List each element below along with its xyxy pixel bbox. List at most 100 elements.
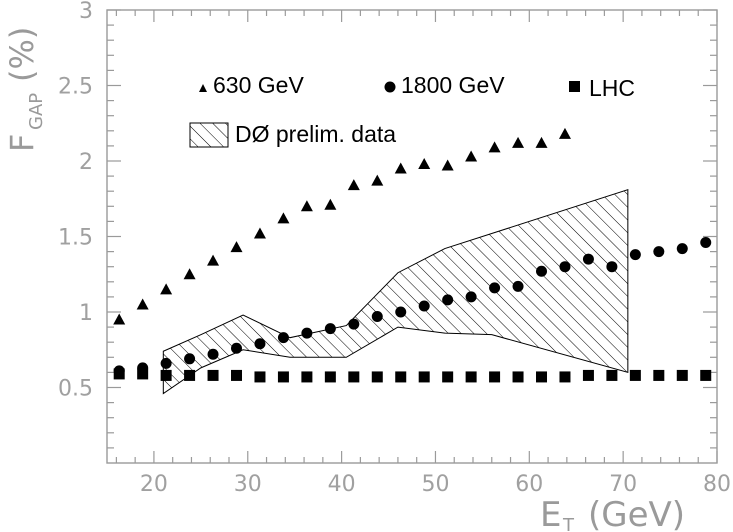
point-lhc bbox=[207, 369, 219, 381]
point-1800gev bbox=[184, 353, 196, 365]
point-1800gev bbox=[536, 265, 548, 277]
point-1800gev bbox=[324, 323, 336, 335]
point-lhc bbox=[348, 371, 360, 383]
point-630gev bbox=[371, 174, 384, 186]
point-lhc bbox=[676, 369, 688, 381]
point-1800gev bbox=[418, 300, 430, 312]
point-1800gev bbox=[676, 243, 688, 255]
x-tick-label: 30 bbox=[234, 472, 262, 497]
x-tick-label: 20 bbox=[140, 472, 168, 497]
point-lhc bbox=[277, 371, 289, 383]
point-lhc bbox=[301, 371, 313, 383]
point-630gev bbox=[113, 313, 126, 325]
x-tick-label: 60 bbox=[515, 472, 543, 497]
legend-triangle-icon bbox=[199, 84, 207, 92]
point-lhc bbox=[137, 368, 149, 380]
point-1800gev bbox=[559, 261, 571, 273]
point-1800gev bbox=[231, 342, 243, 354]
d0-data-band bbox=[162, 189, 629, 395]
point-1800gev bbox=[160, 357, 172, 369]
legend-hatch-icon bbox=[189, 122, 229, 148]
point-lhc bbox=[113, 368, 125, 380]
legend-label-1800: 1800 GeV bbox=[401, 72, 505, 98]
point-1800gev bbox=[582, 253, 594, 265]
point-630gev bbox=[441, 159, 454, 171]
point-lhc bbox=[465, 371, 477, 383]
point-630gev bbox=[183, 268, 196, 280]
x-axis-title-main: E bbox=[540, 495, 561, 532]
point-lhc bbox=[582, 369, 594, 381]
point-1800gev bbox=[606, 261, 618, 273]
x-axis-title-unit: (GeV) bbox=[588, 495, 685, 532]
x-axis-title-sub: T bbox=[562, 515, 575, 532]
axis-ticks bbox=[107, 9, 718, 463]
point-630gev bbox=[324, 198, 337, 210]
point-lhc bbox=[700, 369, 712, 381]
x-tick-label: 40 bbox=[328, 472, 356, 497]
point-630gev bbox=[418, 158, 431, 170]
point-lhc bbox=[512, 371, 524, 383]
point-lhc bbox=[254, 371, 266, 383]
y-axis-title-unit: (%) bbox=[3, 27, 41, 82]
point-630gev bbox=[230, 241, 243, 253]
point-lhc bbox=[371, 371, 383, 383]
point-1800gev bbox=[395, 306, 407, 318]
point-630gev bbox=[512, 136, 525, 148]
point-lhc bbox=[536, 371, 548, 383]
point-1800gev bbox=[465, 291, 477, 303]
x-axis-title: E T (GeV) bbox=[540, 495, 685, 532]
legend-label-630: 630 GeV bbox=[213, 72, 304, 98]
x-tick-label: 50 bbox=[421, 472, 449, 497]
point-1800gev bbox=[277, 332, 289, 344]
point-lhc bbox=[418, 371, 430, 383]
point-1800gev bbox=[254, 338, 266, 350]
point-lhc bbox=[442, 371, 454, 383]
y-tick-label: 2.5 bbox=[58, 75, 93, 100]
point-1800gev bbox=[442, 294, 454, 306]
point-1800gev bbox=[512, 280, 524, 292]
y-tick-label: 2 bbox=[79, 150, 93, 175]
point-1800gev bbox=[348, 318, 360, 330]
point-lhc bbox=[489, 371, 501, 383]
y-axis-title-main: F bbox=[3, 134, 41, 152]
point-630gev bbox=[465, 150, 478, 162]
point-1800gev bbox=[700, 237, 712, 249]
point-1800gev bbox=[629, 249, 641, 261]
legend: 630 GeV 1800 GeV LHC DØ prelim. data bbox=[189, 72, 635, 148]
point-630gev bbox=[347, 179, 360, 191]
point-630gev bbox=[394, 162, 407, 174]
point-630gev bbox=[300, 200, 313, 212]
y-tick-label: 1 bbox=[79, 301, 93, 326]
point-630gev bbox=[160, 283, 173, 295]
point-lhc bbox=[160, 369, 172, 381]
point-lhc bbox=[231, 369, 243, 381]
y-tick-label: 3 bbox=[79, 0, 93, 24]
point-1800gev bbox=[301, 327, 313, 339]
point-630gev bbox=[136, 298, 149, 310]
point-lhc bbox=[184, 369, 196, 381]
point-1800gev bbox=[489, 282, 501, 294]
point-630gev bbox=[277, 212, 290, 224]
y-axis-title: F GAP (%) bbox=[3, 27, 47, 152]
series-square bbox=[113, 368, 712, 383]
point-1800gev bbox=[653, 246, 665, 258]
series-triangle bbox=[113, 127, 571, 325]
legend-circle-icon bbox=[384, 81, 396, 93]
tick-labels: 20 30 40 50 60 70 80 0.5 1 1.5 2 2.5 3 bbox=[58, 0, 731, 497]
series-circle bbox=[113, 237, 712, 377]
point-630gev bbox=[253, 227, 266, 239]
series-markers bbox=[113, 127, 712, 383]
legend-square-icon bbox=[569, 81, 580, 92]
point-lhc bbox=[606, 369, 618, 381]
x-tick-label: 80 bbox=[703, 472, 731, 497]
point-630gev bbox=[535, 136, 548, 148]
point-lhc bbox=[629, 369, 641, 381]
y-axis-title-sub: GAP bbox=[26, 93, 47, 130]
point-lhc bbox=[653, 369, 665, 381]
point-lhc bbox=[324, 371, 336, 383]
d0-band-polygon bbox=[162, 189, 629, 395]
point-630gev bbox=[488, 141, 501, 153]
point-630gev bbox=[558, 127, 571, 139]
